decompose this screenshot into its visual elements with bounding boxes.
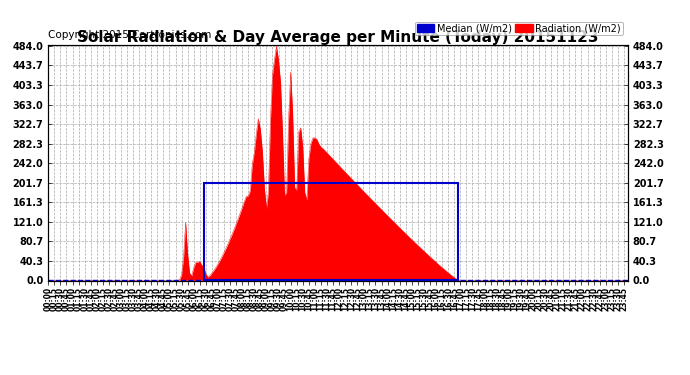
Bar: [204, 183, 458, 280]
Title: Solar Radiation & Day Average per Minute (Today) 20151123: Solar Radiation & Day Average per Minute…: [77, 30, 599, 45]
Text: Copyright 2015 Cartronics.com: Copyright 2015 Cartronics.com: [48, 30, 212, 40]
Legend: Median (W/m2), Radiation (W/m2): Median (W/m2), Radiation (W/m2): [415, 21, 623, 35]
